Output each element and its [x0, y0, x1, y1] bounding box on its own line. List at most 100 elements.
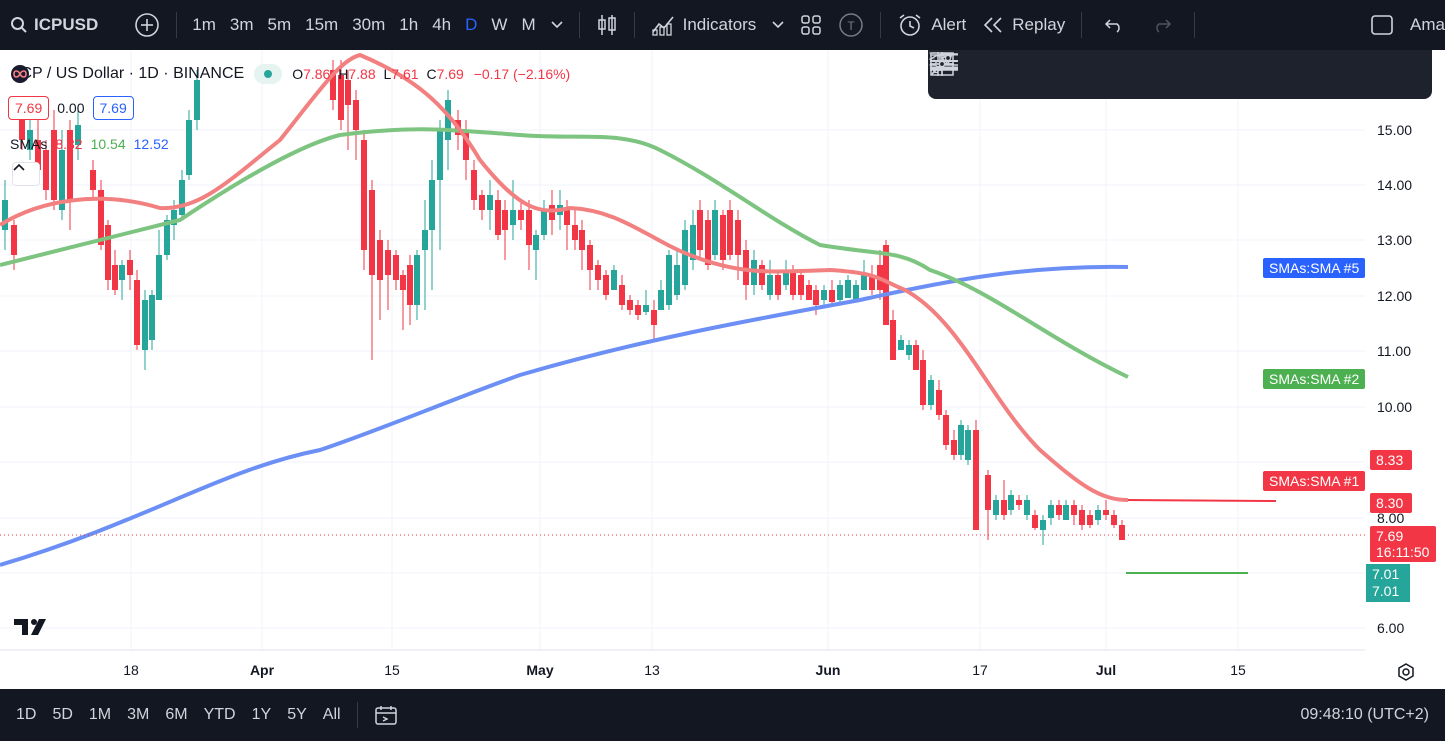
candle-body — [471, 170, 477, 200]
candle-body — [690, 225, 696, 260]
candle-body — [806, 285, 812, 300]
timeframe-3m[interactable]: 3m — [229, 15, 254, 34]
sma1-axis-label: SMAs:SMA #1 — [1263, 471, 1366, 491]
timeframe-d[interactable]: D — [465, 15, 478, 34]
price-tick: 12.00 — [1377, 288, 1413, 304]
candle-body — [67, 130, 73, 200]
layout-icon — [801, 15, 822, 35]
timeframe-30m[interactable]: 30m — [352, 15, 386, 34]
template-button[interactable]: T — [830, 0, 872, 50]
date-range-button[interactable] — [366, 690, 406, 740]
timeframe-1m[interactable]: 1m — [192, 15, 216, 34]
candle-body — [463, 130, 469, 160]
candle-body — [890, 320, 896, 360]
range-3m[interactable]: 3M — [127, 706, 150, 723]
timeframe-m[interactable]: M — [521, 15, 536, 34]
text-tool[interactable] — [932, 54, 998, 94]
timeframe-15m[interactable]: 15m — [305, 15, 339, 34]
candle-body — [1079, 510, 1085, 525]
market-status-badge[interactable] — [254, 64, 283, 84]
trend-line-tool[interactable] — [931, 53, 1190, 94]
candle-body — [1095, 510, 1101, 520]
alert-button[interactable]: Alert — [889, 0, 974, 50]
candle-body — [541, 210, 547, 235]
indicators-label: Indicators — [682, 15, 757, 34]
candle-body — [1119, 525, 1125, 540]
timeframe-4h[interactable]: 4h — [432, 15, 452, 34]
range-ytd[interactable]: YTD — [203, 706, 236, 723]
line-style-tool[interactable] — [929, 52, 1094, 94]
candle-body — [611, 270, 617, 290]
candle-body — [43, 150, 49, 190]
candle-body — [603, 275, 609, 295]
candle-body — [973, 430, 979, 530]
collapse-legend-button[interactable] — [12, 162, 40, 186]
timeframe-w[interactable]: W — [491, 15, 508, 34]
candle-body — [149, 295, 155, 340]
candle-body — [422, 230, 428, 250]
candle-body — [845, 280, 851, 298]
symbol-search[interactable]: ICPUSD — [0, 0, 106, 50]
line-width-tool[interactable] — [930, 54, 1046, 94]
candle-body — [564, 210, 570, 225]
range-5y[interactable]: 5Y — [287, 706, 307, 723]
redo-button[interactable] — [1138, 0, 1186, 50]
candle-body — [861, 275, 867, 290]
range-1d[interactable]: 1D — [16, 706, 37, 723]
replay-button[interactable]: Replay — [974, 0, 1073, 50]
fullscreen-button[interactable] — [1362, 0, 1394, 50]
indicators-button[interactable]: Indicators — [643, 0, 793, 50]
candle-body — [635, 305, 641, 315]
measure-tool[interactable] — [930, 52, 1142, 94]
separator — [633, 12, 635, 38]
timeframe-5m[interactable]: 5m — [267, 15, 292, 34]
ray-tool[interactable] — [931, 53, 1286, 94]
candle-body — [51, 130, 57, 200]
candle-body — [619, 285, 625, 305]
undo-button[interactable] — [1090, 0, 1138, 50]
range-all[interactable]: All — [322, 706, 341, 723]
candle-body — [407, 265, 413, 305]
timeframe-dropdown[interactable] — [543, 0, 571, 50]
redo-icon — [1156, 19, 1172, 33]
candle-body — [393, 255, 399, 280]
candle-body — [920, 360, 926, 405]
range-1y[interactable]: 1Y — [251, 706, 272, 723]
green-price-labels: 7.01 7.01 — [1366, 564, 1410, 602]
candle-body — [112, 265, 118, 290]
candle-body — [727, 210, 733, 255]
layout-button[interactable] — [792, 0, 830, 50]
candle-body — [720, 215, 726, 260]
timeframe-1h[interactable]: 1h — [399, 15, 419, 34]
candle-body — [943, 415, 949, 445]
vertical-line-tool[interactable] — [934, 52, 1334, 94]
smas-legend[interactable]: SMAs 8.32 10.54 12.52 — [10, 136, 169, 152]
candle-body — [1001, 500, 1007, 515]
separator — [1081, 12, 1083, 38]
svg-text:T: T — [848, 19, 856, 33]
chart-pane[interactable]: ICP / US Dollar · 1D · BINANCE O7.86 H7.… — [0, 50, 1445, 689]
sell-price-button[interactable]: 7.69 — [8, 96, 50, 120]
account-menu[interactable]: Ama — [1394, 0, 1445, 50]
chevron-up-icon — [13, 163, 25, 171]
arrow-tool[interactable] — [931, 52, 1238, 94]
candle-body — [2, 200, 8, 230]
chart-type-button[interactable] — [588, 0, 626, 50]
cross-line-tool[interactable] — [930, 52, 1382, 94]
add-symbol-button[interactable] — [126, 0, 168, 50]
buy-price-button[interactable]: 7.69 — [92, 96, 134, 120]
candle-body — [587, 245, 593, 270]
sma1-projection — [1127, 499, 1277, 502]
candle-body — [437, 130, 443, 180]
candle-body — [479, 195, 485, 210]
horizontal-line-tool[interactable] — [930, 56, 1430, 94]
candle-body — [1016, 500, 1022, 505]
timezone-clock[interactable]: 09:48:10 (UTC+2) — [1300, 706, 1429, 723]
candle-body — [627, 300, 633, 310]
candle-body — [1048, 505, 1054, 518]
range-1m[interactable]: 1M — [88, 706, 112, 723]
chevron-down-icon — [772, 21, 784, 29]
range-6m[interactable]: 6M — [165, 706, 188, 723]
price-chart[interactable] — [0, 50, 1445, 689]
range-5d[interactable]: 5D — [52, 706, 73, 723]
